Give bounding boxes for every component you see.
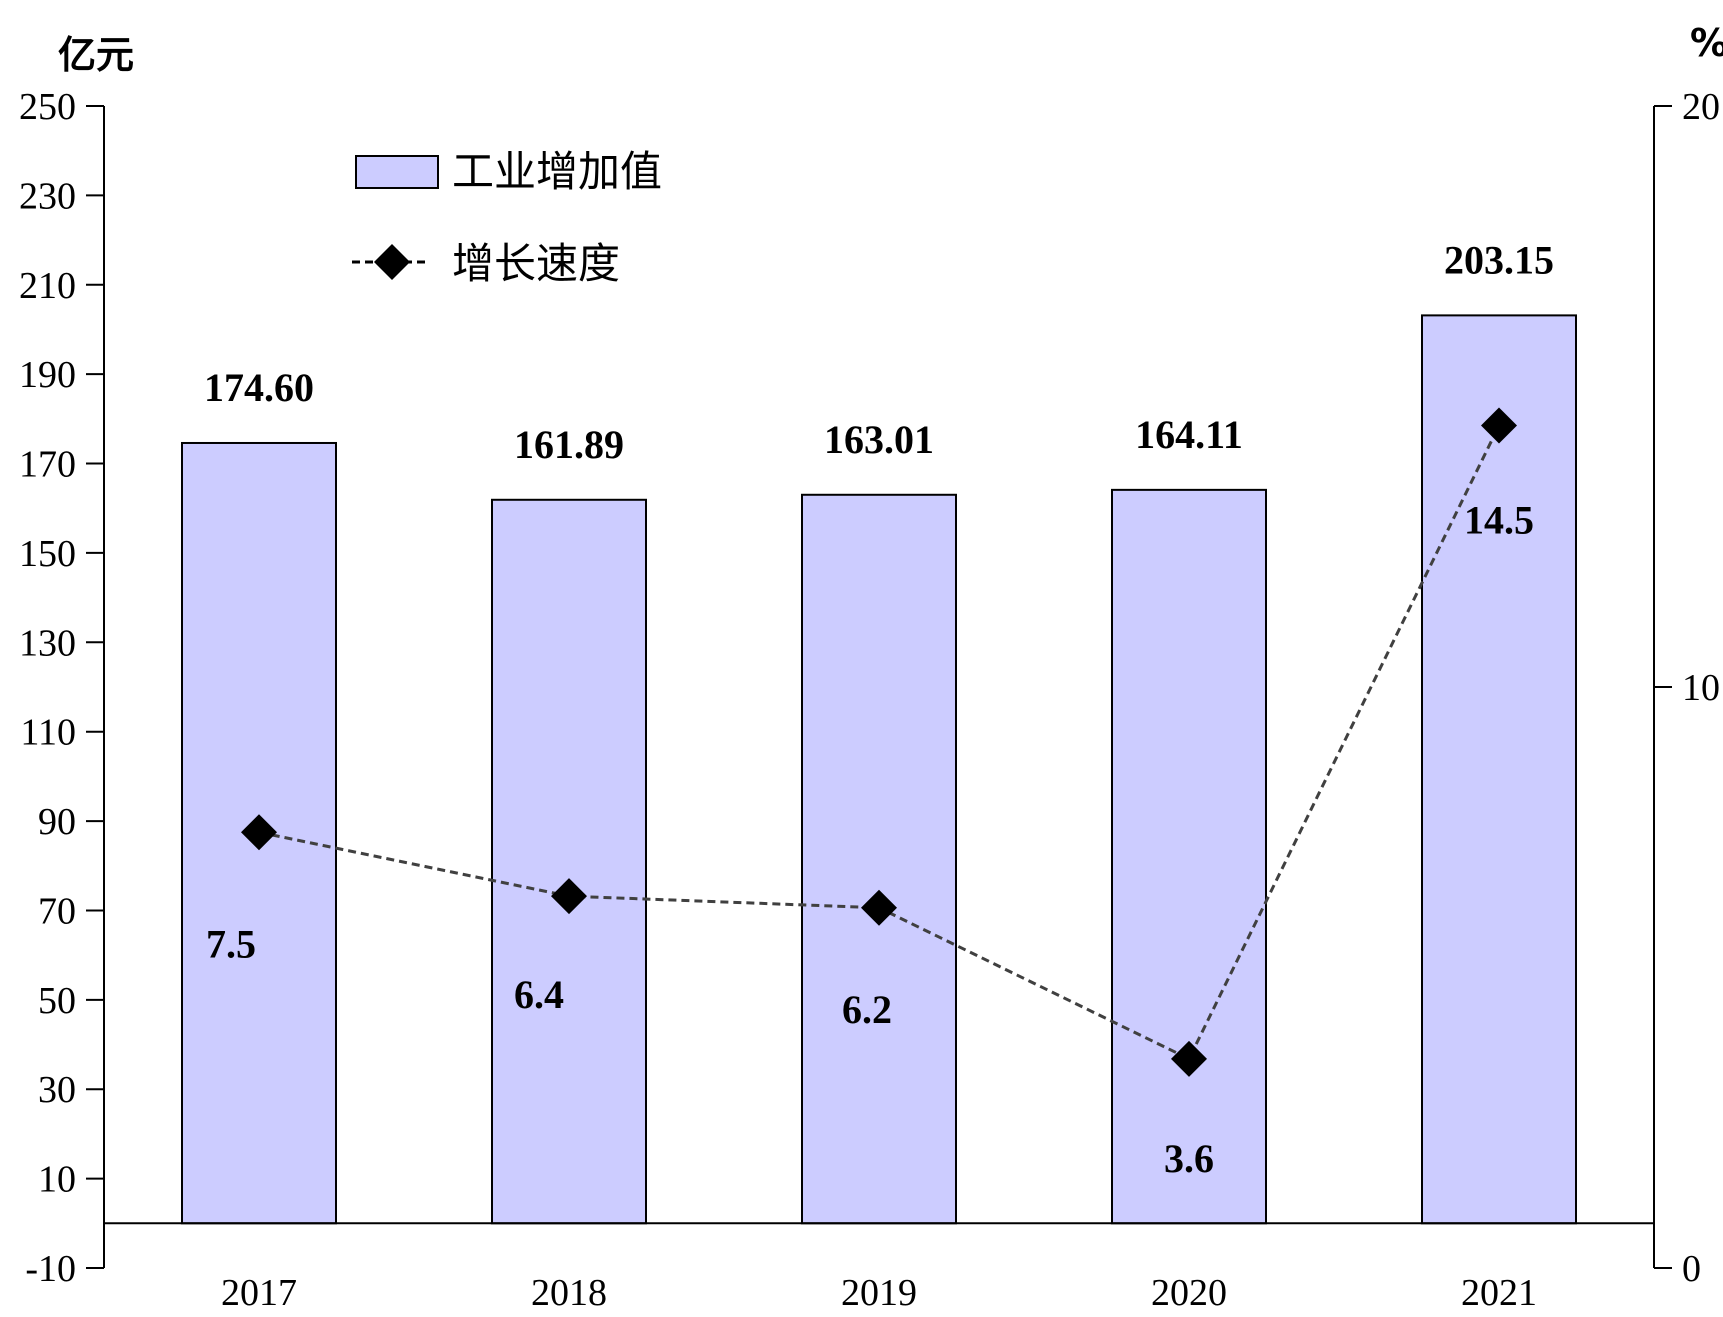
bar: [491, 498, 647, 1225]
right-axis-unit: %: [1690, 21, 1723, 65]
line-point-marker: [1171, 1040, 1207, 1077]
right-tick-label: 20: [1682, 86, 1720, 128]
bar: [1421, 314, 1577, 1225]
x-tick-label: 2020: [1151, 1272, 1227, 1314]
left-tick-label: 50: [38, 980, 76, 1022]
data-labels: 174.60 161.89 163.01 164.11 203.15 7.5 6.4 6.2 3…: [204, 237, 1554, 1180]
left-tick-label: 210: [19, 265, 76, 307]
bar-series: [181, 314, 1577, 1225]
bar-value-label: 174.60: [204, 365, 314, 410]
left-tick-label: -10: [25, 1248, 76, 1290]
left-axis-unit: 亿元: [58, 33, 134, 77]
line-point-marker: [241, 814, 277, 851]
left-tick-label: 30: [38, 1069, 76, 1111]
x-tick-label: 2019: [841, 1272, 917, 1314]
axes: 2502302101901701501301109070503010-10201…: [19, 86, 1720, 1314]
left-tick-label: 70: [38, 890, 76, 932]
x-tick-label: 2018: [531, 1272, 607, 1314]
line-series: [241, 407, 1517, 1077]
x-tick-label: 2017: [221, 1272, 297, 1314]
right-tick-label: 10: [1682, 667, 1720, 709]
line-point-marker: [1481, 407, 1517, 444]
line-value-label: 6.4: [514, 972, 564, 1017]
right-tick-label: 0: [1682, 1248, 1701, 1290]
left-tick-label: 150: [19, 533, 76, 575]
left-tick-label: 90: [38, 801, 76, 843]
line-value-label: 6.2: [842, 987, 892, 1032]
line-value-label: 3.6: [1164, 1136, 1214, 1181]
bar-value-label: 163.01: [824, 417, 934, 462]
bar: [1111, 488, 1267, 1225]
line-value-label: 14.5: [1464, 498, 1534, 543]
bar-value-label: 164.11: [1135, 412, 1243, 457]
left-tick-label: 10: [38, 1159, 76, 1201]
line-point-marker: [861, 889, 897, 926]
legend-bar-label: 工业增加值: [452, 147, 662, 196]
left-tick-label: 230: [19, 175, 76, 217]
left-tick-label: 190: [19, 354, 76, 396]
legend-bar-swatch: [355, 155, 439, 189]
x-tick-label: 2021: [1461, 1272, 1537, 1314]
left-tick-label: 250: [19, 86, 76, 128]
bar-value-label: 203.15: [1444, 237, 1554, 282]
bar: [801, 493, 957, 1225]
line-point-marker: [551, 878, 587, 915]
left-tick-label: 130: [19, 622, 76, 664]
left-tick-label: 170: [19, 444, 76, 486]
left-tick-label: 110: [20, 712, 76, 754]
bar-value-label: 161.89: [514, 422, 624, 467]
legend-line-label: 增长速度: [452, 239, 620, 288]
legend: 工业增加值 增长速度: [352, 147, 662, 288]
legend-line-marker: [374, 244, 410, 280]
line-value-label: 7.5: [206, 921, 256, 966]
